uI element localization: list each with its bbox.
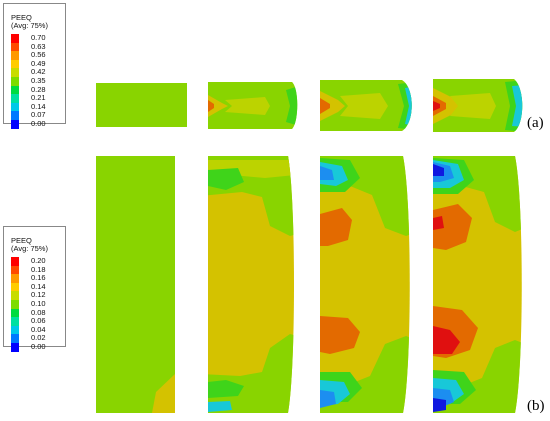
legend-value: 0.28 <box>31 84 46 94</box>
legend-swatch <box>11 34 19 43</box>
legend-value: 0.06 <box>31 316 46 326</box>
plot-a2 <box>208 82 298 129</box>
legend-swatch <box>11 102 19 112</box>
plot-a3 <box>320 80 412 131</box>
legend-swatch <box>11 42 19 52</box>
legend-swatch <box>11 120 19 129</box>
legend-swatch <box>11 325 19 335</box>
legend-value: 0.56 <box>31 50 46 60</box>
legend-value: 0.12 <box>31 290 46 300</box>
legend-value: 0.07 <box>31 110 46 120</box>
legend-swatch <box>11 274 19 283</box>
legend-value: 0.70 <box>31 33 46 42</box>
legend-b-title: PEEQ <box>11 236 32 245</box>
legend-value: 0.18 <box>31 264 46 274</box>
legend-swatch <box>11 59 19 69</box>
panel-label-a: (a) <box>527 115 544 131</box>
plot-b3 <box>320 156 410 413</box>
legend-swatch <box>11 291 19 300</box>
legend-swatch <box>11 317 19 326</box>
plot-a1 <box>96 83 187 127</box>
legend-value: 0.14 <box>31 101 46 111</box>
legend-swatch <box>11 51 19 60</box>
legend-swatch <box>11 334 19 343</box>
legend-b-subtitle: (Avg: 75%) <box>11 244 48 253</box>
legend-b: PEEQ (Avg: 75%) 0.20 0.18 0.16 0.14 0.12 0.10… <box>3 226 66 352</box>
legend-swatch <box>11 111 19 120</box>
legend-swatch <box>11 308 19 318</box>
legend-swatch <box>11 94 19 103</box>
plot-a4 <box>433 79 523 132</box>
legend-value: 0.14 <box>31 281 46 291</box>
legend-swatch <box>11 265 19 275</box>
panel-label-b: (b) <box>527 398 545 414</box>
legend-value: 0.16 <box>31 273 46 283</box>
legend-value: 0.04 <box>31 324 46 334</box>
legend-a-title: PEEQ <box>11 13 32 22</box>
legend-swatch <box>11 343 19 352</box>
legend-swatch <box>11 257 19 266</box>
legend-value: 0.42 <box>31 67 46 77</box>
legend-swatch <box>11 300 19 309</box>
legend-value: 0.00 <box>31 119 46 128</box>
plot-b2 <box>208 156 294 413</box>
legend-a: PEEQ (Avg: 75%) 0.70 0.63 0.56 0.49 0.42 0.35… <box>3 3 66 129</box>
legend-value: 0.00 <box>31 342 46 351</box>
legend-value: 0.10 <box>31 299 46 308</box>
legend-value: 0.49 <box>31 58 46 68</box>
legend-swatch <box>11 68 19 77</box>
legend-value: 0.02 <box>31 333 46 343</box>
legend-value: 0.35 <box>31 76 46 85</box>
legend-value: 0.21 <box>31 93 46 103</box>
legend-swatch <box>11 282 19 292</box>
legend-value: 0.63 <box>31 41 46 51</box>
plot-b4 <box>433 156 522 413</box>
plot-b1 <box>96 156 175 413</box>
legend-value: 0.08 <box>31 307 46 317</box>
legend-value: 0.20 <box>31 256 46 265</box>
legend-swatch <box>11 85 19 95</box>
legend-a-subtitle: (Avg: 75%) <box>11 21 48 30</box>
legend-swatch <box>11 77 19 86</box>
